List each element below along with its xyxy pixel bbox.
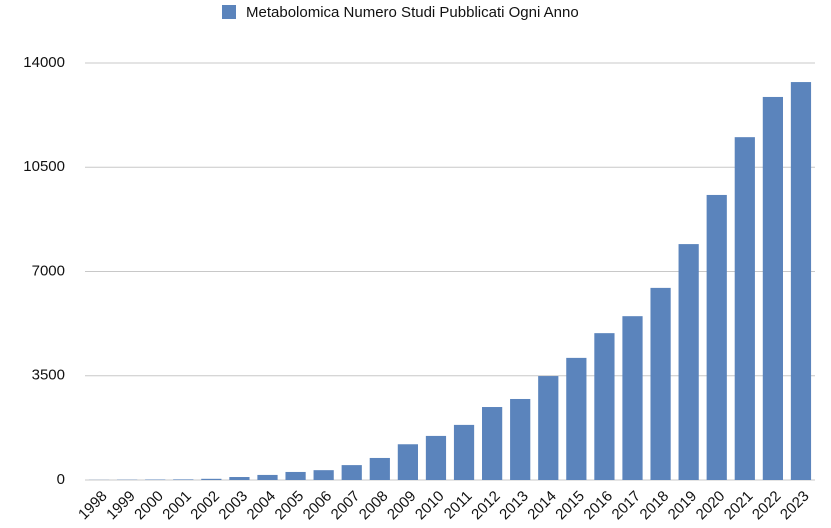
x-tick-label: 2005 [272,488,308,524]
x-tick-label: 2022 [749,488,785,524]
bar [706,194,727,480]
x-tick-label: 1999 [103,488,139,524]
bar [762,96,783,480]
x-tick-label: 2004 [244,488,280,524]
bar [482,407,503,480]
x-tick-label: 2014 [524,488,560,524]
bar [622,316,643,480]
bar [285,471,306,480]
legend-swatch [222,5,236,19]
y-tick-label: 3500 [32,367,65,384]
bar [257,474,278,480]
x-tick-label: 2017 [609,488,645,524]
x-tick-label: 2001 [159,488,195,524]
bar [650,287,671,480]
x-tick-label: 2019 [665,488,701,524]
y-tick-label: 0 [57,471,65,488]
x-tick-label: 1998 [75,488,111,524]
x-tick-label: 2020 [693,488,729,524]
bar [734,137,755,480]
x-tick-label: 2000 [131,488,167,524]
x-tick-label: 2008 [356,488,392,524]
bar [594,333,615,480]
x-tick-label: 2002 [187,488,223,524]
bar [453,424,475,480]
legend-label: Metabolomica Numero Studi Pubblicati Ogn… [246,4,579,21]
bar [313,470,334,480]
y-tick-label: 14000 [23,54,65,71]
x-tick-label: 2009 [384,488,420,524]
bar [341,465,362,480]
bar [173,479,194,480]
x-tick-label: 2016 [580,488,616,524]
bar [201,478,222,480]
y-tick-label: 10500 [23,158,65,175]
x-tick-label: 2007 [328,488,364,524]
x-tick-label: 2023 [777,488,813,524]
x-tick-label: 2012 [468,488,504,524]
x-tick-label: 2006 [300,488,336,524]
bar [538,376,559,480]
x-tick-label: 2011 [441,488,476,523]
bar [510,398,531,480]
x-tick-label: 2010 [412,488,448,524]
bar [425,435,447,480]
x-tick-label: 2018 [637,488,673,524]
x-tick-label: 2013 [496,488,532,524]
x-tick-label: 2015 [552,488,588,524]
bar [790,82,812,480]
x-tick-label: 2003 [215,488,251,524]
bar [397,444,418,480]
x-tick-label: 2021 [721,488,757,524]
bar [369,457,390,480]
bar [566,357,587,480]
y-tick-label: 7000 [32,262,65,279]
bar [229,477,250,480]
bar [678,244,699,480]
